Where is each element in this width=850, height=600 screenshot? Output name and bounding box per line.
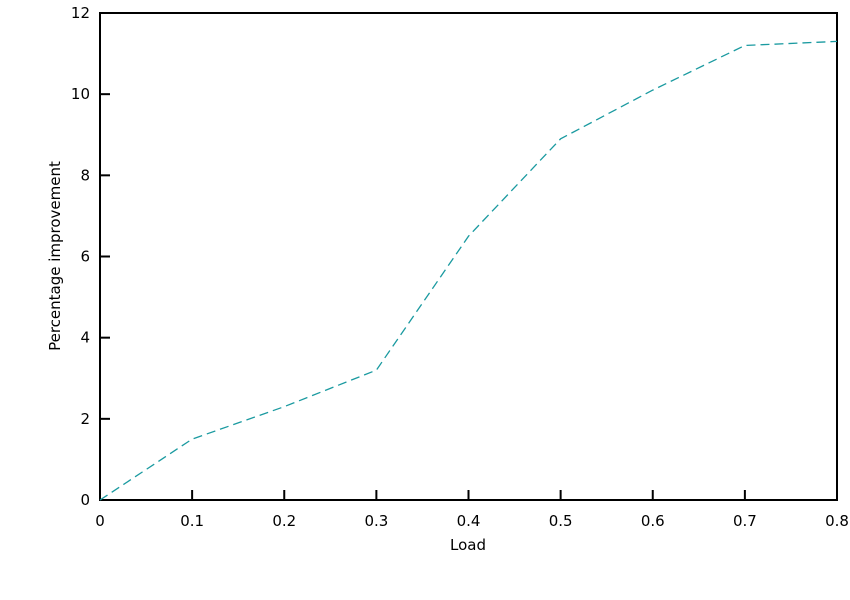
- x-tick-label: 0.1: [180, 512, 204, 530]
- x-tick-label: 0.6: [641, 512, 665, 530]
- y-tick-label: 4: [80, 329, 90, 347]
- data-line: [99, 40, 838, 501]
- y-axis-label: Percentage improvement: [46, 161, 64, 351]
- x-tick-label: 0.2: [272, 512, 296, 530]
- y-tick-label: 8: [80, 166, 90, 184]
- x-tick-label: 0.5: [549, 512, 573, 530]
- plot-frame: [99, 12, 838, 501]
- x-tick-label: 0: [95, 512, 105, 530]
- y-tick-label: 10: [71, 85, 90, 103]
- y-tick-label: 12: [71, 4, 90, 22]
- x-axis-label: Load: [450, 536, 486, 554]
- y-tick-label: 2: [80, 410, 90, 428]
- x-tick-label: 0.4: [457, 512, 481, 530]
- x-tick-label: 0.3: [364, 512, 388, 530]
- x-tick-label: 0.7: [733, 512, 757, 530]
- y-tick-label: 6: [80, 248, 90, 266]
- x-tick-label: 0.8: [825, 512, 849, 530]
- y-tick-label: 0: [80, 491, 90, 509]
